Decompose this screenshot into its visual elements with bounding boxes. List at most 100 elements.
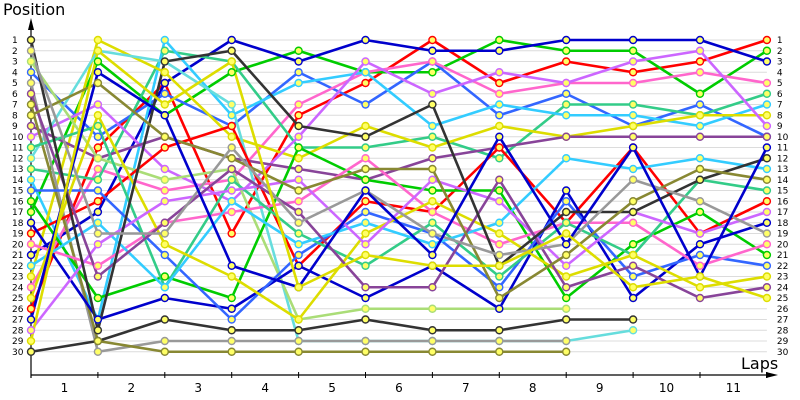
y-tick-label-left: 11 xyxy=(12,144,23,154)
data-point xyxy=(628,250,638,260)
data-point xyxy=(26,154,36,163)
y-tick-label-left: 13 xyxy=(12,165,23,175)
data-point xyxy=(428,143,437,152)
data-point xyxy=(695,100,705,109)
data-point xyxy=(160,250,170,260)
series-markers xyxy=(26,35,772,356)
data-point xyxy=(160,143,170,152)
data-point xyxy=(361,143,370,152)
data-point xyxy=(361,207,370,217)
data-point xyxy=(428,57,437,66)
data-point xyxy=(227,315,236,324)
data-point xyxy=(26,68,36,77)
y-tick-label-right: 2 xyxy=(777,47,783,57)
data-point xyxy=(495,304,504,313)
data-point xyxy=(26,78,36,88)
data-point xyxy=(361,197,370,206)
data-point xyxy=(562,207,571,217)
y-tick-label-right: 7 xyxy=(777,101,783,111)
data-point xyxy=(428,336,437,346)
data-point xyxy=(26,250,36,260)
data-point xyxy=(562,250,571,260)
data-point xyxy=(227,197,236,206)
lap-label: 11 xyxy=(726,381,741,395)
y-tick-label-right: 21 xyxy=(777,251,788,261)
series-line xyxy=(29,189,768,321)
data-point xyxy=(762,240,772,249)
data-point xyxy=(428,283,437,292)
data-point xyxy=(26,111,36,120)
data-point xyxy=(762,293,772,303)
data-point xyxy=(93,46,103,55)
data-point xyxy=(227,57,236,66)
data-point xyxy=(294,315,303,324)
data-point xyxy=(361,132,370,141)
lap-label: 1 xyxy=(61,381,69,395)
series-line xyxy=(30,124,768,268)
data-point xyxy=(93,261,103,270)
data-point xyxy=(562,57,571,66)
data-point xyxy=(628,315,638,324)
data-point xyxy=(762,143,772,152)
data-point xyxy=(227,326,236,335)
data-point xyxy=(227,68,236,77)
data-point xyxy=(762,100,772,109)
series-line xyxy=(29,38,768,321)
data-point xyxy=(695,35,705,45)
data-point xyxy=(762,229,772,238)
data-point xyxy=(93,68,103,77)
data-point xyxy=(294,283,303,292)
data-point xyxy=(562,272,571,281)
data-point xyxy=(762,175,772,184)
data-point xyxy=(762,111,772,120)
data-point xyxy=(294,261,303,270)
data-point xyxy=(93,143,103,152)
y-tick-label-left: 12 xyxy=(12,154,23,164)
data-point xyxy=(294,186,303,195)
data-point xyxy=(428,218,437,227)
data-point xyxy=(294,197,303,206)
data-point xyxy=(562,111,571,120)
y-tick-label-right: 16 xyxy=(777,197,789,207)
data-point xyxy=(93,229,103,238)
data-point xyxy=(695,154,705,163)
y-tick-label-right: 28 xyxy=(777,326,789,336)
y-tick-label-left: 8 xyxy=(12,111,18,121)
data-point xyxy=(227,186,236,195)
data-point xyxy=(562,240,571,249)
data-point xyxy=(361,218,370,227)
data-point xyxy=(93,272,103,281)
data-point xyxy=(361,78,370,88)
data-point xyxy=(361,315,370,324)
y-tick-label-right: 24 xyxy=(777,283,789,293)
lap-label: 4 xyxy=(261,381,269,395)
data-point xyxy=(160,293,170,303)
data-point xyxy=(93,35,103,45)
data-point xyxy=(227,229,236,238)
data-point xyxy=(227,111,236,120)
data-point xyxy=(695,272,705,281)
data-point xyxy=(628,46,638,55)
data-point xyxy=(562,336,571,346)
data-point xyxy=(160,272,170,281)
data-point xyxy=(26,57,36,66)
data-point xyxy=(227,154,236,163)
data-point xyxy=(428,175,437,184)
data-point xyxy=(160,35,170,45)
data-point xyxy=(628,164,638,174)
y-tick-label-left: 16 xyxy=(12,197,24,207)
data-point xyxy=(227,46,236,55)
data-point xyxy=(495,111,504,120)
data-point xyxy=(428,164,437,174)
data-point xyxy=(26,89,36,98)
y-tick-label-right: 6 xyxy=(777,90,783,100)
y-tick-label-left: 26 xyxy=(12,305,24,315)
data-point xyxy=(495,240,504,249)
data-point xyxy=(93,78,103,88)
y-tick-label-left: 18 xyxy=(12,219,24,229)
data-point xyxy=(227,293,236,303)
data-point xyxy=(495,283,504,292)
data-point xyxy=(762,218,772,227)
data-point xyxy=(495,46,504,55)
data-point xyxy=(294,175,303,184)
